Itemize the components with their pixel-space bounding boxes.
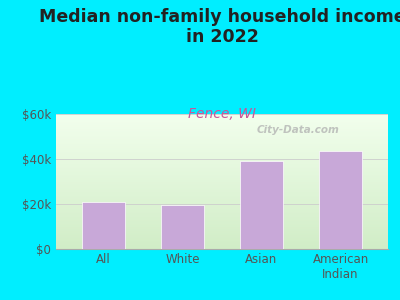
Bar: [319, 151, 362, 249]
Text: Fence, WI: Fence, WI: [188, 106, 256, 121]
Bar: [240, 161, 283, 249]
Text: Median non-family household income
in 2022: Median non-family household income in 20…: [39, 8, 400, 46]
Bar: [82, 202, 125, 249]
Text: City-Data.com: City-Data.com: [257, 125, 340, 135]
Bar: [161, 205, 204, 249]
